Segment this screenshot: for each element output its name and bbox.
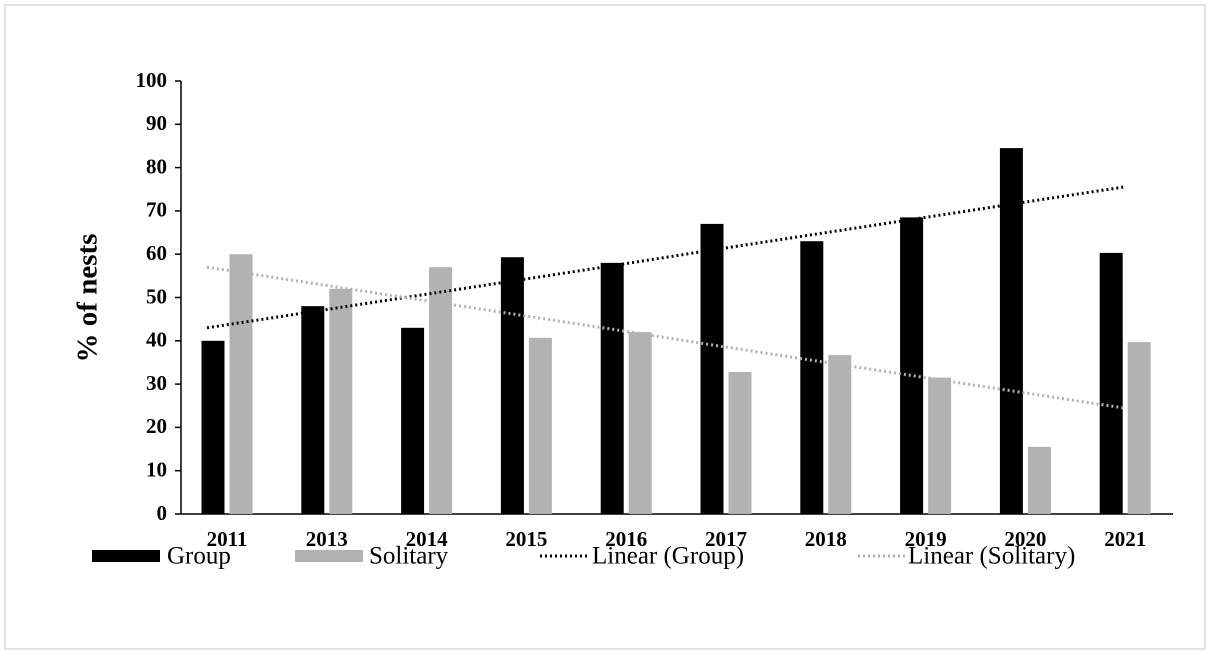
- x-tick-label: 2020: [1004, 527, 1046, 551]
- x-tick-label: 2016: [605, 527, 647, 551]
- chart-border: [4, 4, 1206, 650]
- legend-swatch: [295, 550, 363, 562]
- bar: [900, 217, 924, 514]
- y-tick-label: 90: [146, 111, 167, 135]
- bar: [999, 148, 1023, 515]
- legend-label: Solitary: [369, 543, 449, 570]
- y-tick-label: 10: [146, 458, 167, 482]
- legend-label: Linear (Solitary): [908, 543, 1075, 570]
- bar: [1099, 252, 1123, 514]
- y-tick-label: 80: [146, 154, 167, 178]
- bar: [429, 267, 453, 514]
- y-tick-label: 50: [146, 284, 167, 308]
- bar: [229, 254, 253, 514]
- bar: [301, 306, 325, 514]
- x-tick-label: 2021: [1104, 527, 1146, 551]
- x-tick-label: 2018: [805, 527, 847, 551]
- x-tick-label: 2013: [306, 527, 348, 551]
- y-tick-label: 30: [146, 371, 167, 395]
- x-tick-label: 2017: [705, 527, 747, 551]
- y-tick-label: 70: [146, 198, 167, 222]
- legend-label: Linear (Group): [592, 543, 744, 570]
- x-tick-label: 2015: [505, 527, 547, 551]
- bar: [500, 257, 524, 514]
- bar: [700, 223, 724, 514]
- bar: [800, 241, 824, 514]
- bar: [401, 327, 425, 514]
- y-tick-label: 0: [157, 501, 168, 525]
- x-tick-label: 2019: [905, 527, 947, 551]
- bar: [600, 262, 624, 514]
- bar: [1127, 342, 1151, 514]
- legend-swatch: [92, 550, 160, 562]
- x-tick-label: 2011: [207, 527, 248, 551]
- bar: [628, 332, 652, 514]
- bar: [728, 371, 752, 514]
- y-tick-label: 60: [146, 241, 167, 265]
- x-tick-label: 2014: [406, 527, 449, 551]
- bar: [928, 377, 952, 514]
- bar: [329, 288, 353, 514]
- bar: [1027, 446, 1051, 514]
- y-tick-label: 40: [146, 328, 167, 352]
- y-tick-label: 20: [146, 414, 167, 438]
- y-tick-label: 100: [136, 68, 168, 92]
- y-axis-label: % of nests: [72, 234, 104, 363]
- bar: [201, 340, 225, 514]
- bar: [528, 337, 552, 514]
- legend-label: Group: [167, 543, 231, 570]
- bar: [828, 355, 852, 514]
